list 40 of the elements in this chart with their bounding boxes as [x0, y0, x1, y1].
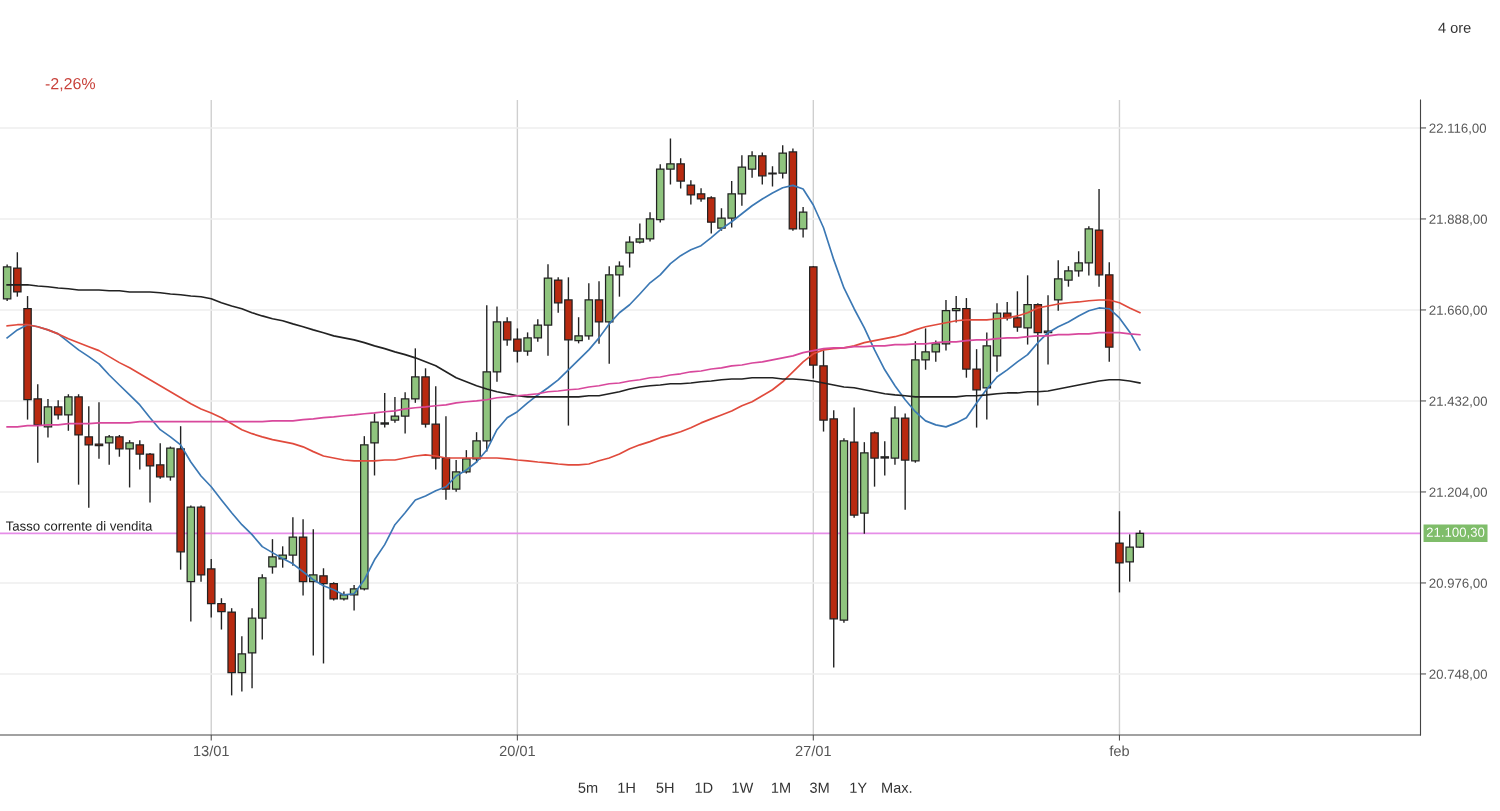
candlestick [288, 517, 298, 566]
candlestick [747, 151, 757, 178]
text: 5m [578, 782, 598, 793]
text: 5H [656, 782, 674, 793]
candlestick [645, 212, 655, 242]
text: 1W [732, 782, 754, 793]
line-series [6, 184, 1141, 596]
candlestick [798, 207, 808, 238]
candlestick [390, 397, 400, 423]
chart-subtitle: -2,26% [45, 77, 96, 92]
candlestick [94, 402, 104, 459]
y-tick-label: 20.748,00 [1429, 669, 1488, 681]
text: 4 ore [1438, 22, 1471, 33]
text: Max. [882, 782, 912, 793]
candlestick [237, 636, 247, 692]
y-tick-label: 21.888,00 [1429, 214, 1488, 226]
candlestick [84, 406, 94, 508]
candlestick [625, 236, 634, 268]
y-tick-label: 21.432,00 [1429, 396, 1488, 408]
x-tick-label: 20/01 [499, 745, 535, 757]
y-tick-label: 22.116,00 [1429, 123, 1487, 135]
text: 1M [771, 782, 790, 793]
x-tick-label: 13/01 [194, 745, 229, 757]
text: 1Y [850, 782, 867, 793]
y-tick-label: 21.204,00 [1429, 487, 1488, 499]
candlestick [686, 180, 696, 205]
line-series [6, 331, 1141, 428]
text: 1D [695, 782, 713, 793]
y-tick-label: 21.660,00 [1429, 305, 1488, 317]
text: 21.100,30 [1426, 527, 1485, 539]
text: 1H [618, 782, 635, 793]
candlestick [594, 281, 604, 344]
candlestick [635, 223, 645, 244]
ref-line-label: Tasso corrente di vendita [5, 521, 153, 531]
text: 3M [810, 782, 829, 793]
y-tick-label: 20.976,00 [1429, 578, 1488, 590]
x-tick-label: 27/01 [795, 745, 831, 757]
candlestick [145, 452, 155, 503]
candlestick [502, 317, 512, 346]
x-tick-label: feb [1109, 745, 1129, 757]
